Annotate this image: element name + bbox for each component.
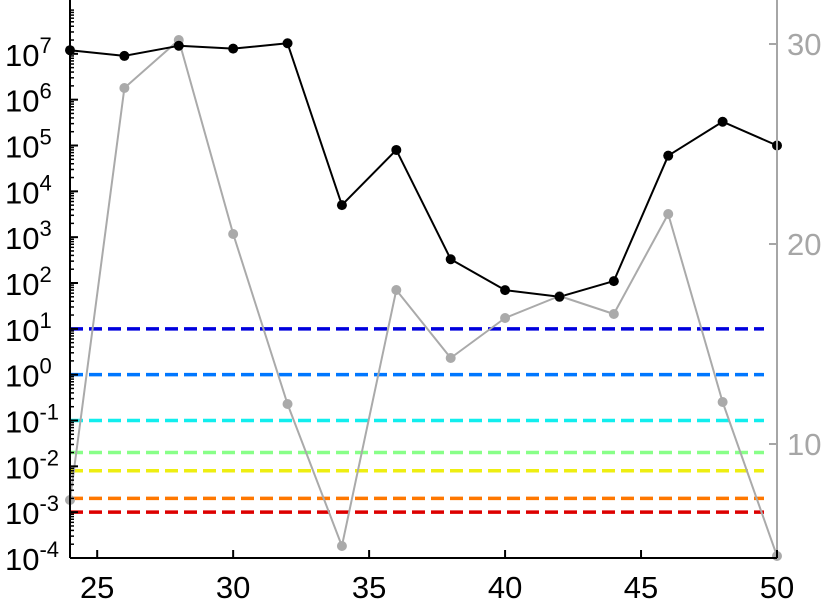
- data-point-s1-6: [391, 285, 402, 295]
- data-point-s0-9: [554, 291, 565, 302]
- data-point-s1-3: [228, 229, 239, 239]
- data-point-s1-1: [119, 83, 130, 93]
- data-point-s0-4: [282, 38, 293, 49]
- left-tick-label-7: 100: [5, 354, 52, 394]
- left-tick-label-9: 10-2: [5, 445, 59, 485]
- tick-marks: [70, 9, 778, 559]
- data-point-s0-1: [119, 50, 130, 61]
- x-tick-label-2: 35: [352, 570, 386, 605]
- left-tick-label-3: 104: [5, 170, 52, 210]
- series-line-1: [69, 39, 778, 557]
- x-tick-label-5: 50: [760, 570, 794, 605]
- data-point-s1-5: [336, 541, 347, 551]
- left-tick-label-0: 107: [5, 33, 52, 73]
- right-tick-label-1: 20: [787, 227, 821, 262]
- data-point-s1-7: [445, 353, 456, 363]
- left-tick-label-1: 106: [5, 79, 52, 119]
- left-tick-label-8: 10-1: [5, 400, 59, 440]
- left-tick-label-11: 10-4: [5, 537, 59, 577]
- data-point-s1-11: [663, 209, 674, 219]
- data-point-s0-7: [445, 254, 456, 265]
- series-lines: [69, 39, 778, 557]
- data-point-s0-2: [173, 40, 184, 51]
- left-tick-label-4: 103: [5, 216, 52, 256]
- x-tick-label-0: 25: [80, 570, 114, 605]
- left-tick-label-2: 105: [5, 125, 52, 165]
- data-point-s1-4: [282, 399, 293, 409]
- right-tick-label-0: 10: [787, 427, 821, 462]
- axes: [69, 0, 778, 559]
- data-point-s0-10: [608, 276, 619, 287]
- x-tick-label-3: 40: [488, 570, 522, 605]
- series-line-0: [69, 42, 778, 298]
- data-point-s0-11: [663, 150, 674, 161]
- left-tick-label-10: 10-3: [5, 491, 59, 531]
- left-tick-label-5: 102: [5, 262, 52, 302]
- reference-lines: [70, 327, 764, 514]
- data-point-s0-12: [717, 116, 728, 127]
- data-point-s0-3: [228, 43, 239, 54]
- data-point-s1-10: [608, 309, 619, 319]
- left-tick-label-6: 101: [5, 308, 52, 348]
- data-point-s1-8: [500, 313, 511, 323]
- series-points: [65, 35, 782, 561]
- data-point-s0-8: [500, 285, 511, 296]
- data-point-s0-6: [391, 144, 402, 155]
- tick-labels: 107 106 105 104 103 102 101 100 10-1 10-2 10-3 10-4…: [5, 27, 821, 605]
- data-point-s1-12: [717, 397, 728, 407]
- x-tick-label-4: 45: [624, 570, 658, 605]
- x-tick-label-1: 30: [216, 570, 250, 605]
- right-tick-label-2: 30: [787, 27, 821, 62]
- data-point-s0-5: [336, 200, 347, 211]
